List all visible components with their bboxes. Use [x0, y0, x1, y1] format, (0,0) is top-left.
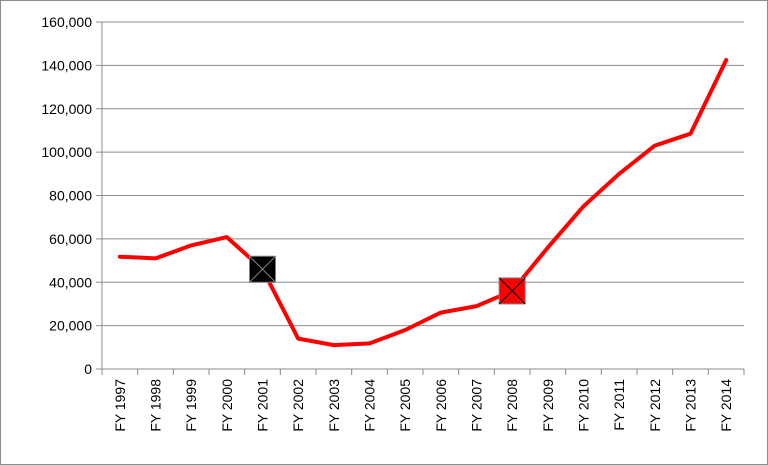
y-tick-label: 100,000	[41, 144, 92, 160]
gridlines	[102, 21, 744, 327]
marker-square-x	[498, 277, 526, 305]
x-tick-label: FY 2012	[647, 379, 663, 432]
y-tick-label: 0	[84, 361, 92, 377]
y-tick-label: 120,000	[41, 101, 92, 117]
y-tick-label: 20,000	[49, 318, 92, 334]
series-layer	[117, 58, 729, 348]
x-tick-label: FY 1998	[148, 379, 164, 432]
marker-cross	[498, 277, 526, 305]
x-tick-label: FY 2011	[611, 379, 627, 431]
markers-layer	[249, 255, 526, 305]
x-tick-label: FY 2014	[718, 379, 734, 432]
x-tick-label: FY 2005	[397, 379, 413, 432]
x-tick-label: FY 2008	[504, 379, 520, 432]
y-tick-label: 160,000	[41, 14, 92, 30]
x-tick-label: FY 2007	[469, 379, 485, 432]
x-tick-label: FY 2001	[255, 379, 271, 432]
y-tick-label: 80,000	[49, 188, 92, 204]
x-tick-label: FY 2006	[433, 379, 449, 432]
x-tick-label: FY 2000	[219, 379, 235, 432]
x-tick-label: FY 2003	[326, 379, 342, 432]
marker-square-x	[249, 255, 276, 283]
x-axis-ticks: FY 1997 FY 1998 FY 1999 FY 2000 FY 2001 FY 20…	[101, 369, 745, 432]
x-tick-label: FY 2010	[576, 379, 592, 432]
y-tick-label: 140,000	[41, 57, 92, 73]
series-line	[117, 58, 729, 348]
x-tick-label: FY 2013	[683, 379, 699, 432]
marker-cross	[249, 255, 276, 283]
x-tick-label: FY 1997	[112, 379, 128, 432]
y-axis-ticks: 0 20,000 40,000 60,000 80,000 100,000 120,000 1…	[41, 14, 102, 377]
x-tick-label: FY 2004	[362, 379, 378, 432]
y-tick-label: 60,000	[49, 231, 92, 247]
x-tick-label: FY 1999	[183, 379, 199, 432]
y-tick-label: 40,000	[49, 274, 92, 290]
x-tick-label: FY 2009	[540, 379, 556, 432]
x-tick-label: FY 2002	[290, 379, 306, 432]
